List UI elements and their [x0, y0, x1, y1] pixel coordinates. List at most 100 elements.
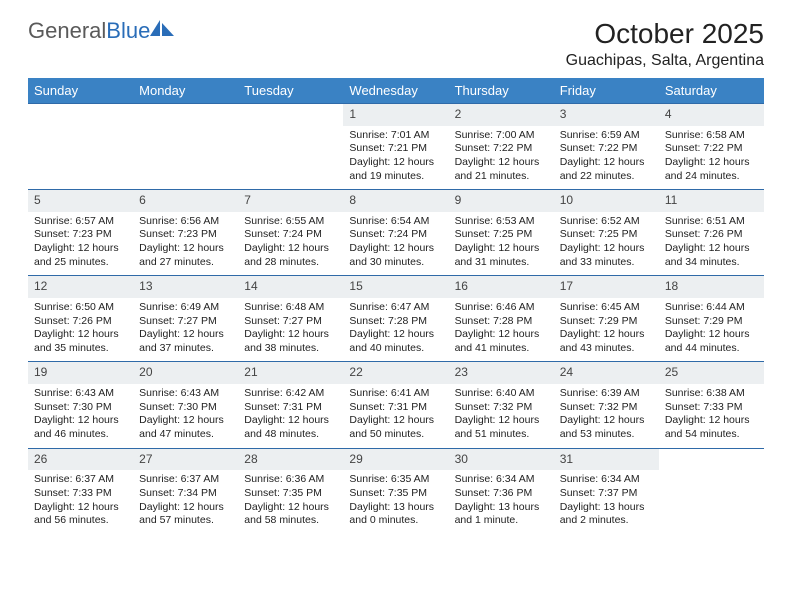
weekday-header: Sunday: [28, 78, 133, 104]
day-number-cell: 24: [554, 362, 659, 384]
weekday-header: Saturday: [659, 78, 764, 104]
sunset-line: Sunset: 7:24 PM: [244, 228, 337, 242]
weekday-header: Tuesday: [238, 78, 343, 104]
brand-part2: Blue: [106, 18, 150, 43]
day-number-cell: 12: [28, 276, 133, 298]
sunrise-line: Sunrise: 6:34 AM: [455, 473, 548, 487]
day-number-cell: 8: [343, 190, 448, 212]
day-number-cell: 6: [133, 190, 238, 212]
day-number-cell: 25: [659, 362, 764, 384]
daylight-line: Daylight: 13 hours and 2 minutes.: [560, 501, 653, 528]
sunrise-line: Sunrise: 7:01 AM: [349, 129, 442, 143]
day-number-cell: 9: [449, 190, 554, 212]
title-block: October 2025 Guachipas, Salta, Argentina: [566, 18, 764, 70]
day-info-cell: [238, 126, 343, 190]
day-number-cell: 18: [659, 276, 764, 298]
day-info-cell: Sunrise: 6:59 AMSunset: 7:22 PMDaylight:…: [554, 126, 659, 190]
sunrise-line: Sunrise: 6:44 AM: [665, 301, 758, 315]
daylight-line: Daylight: 12 hours and 44 minutes.: [665, 328, 758, 355]
day-info-cell: Sunrise: 6:36 AMSunset: 7:35 PMDaylight:…: [238, 470, 343, 534]
sunset-line: Sunset: 7:29 PM: [665, 315, 758, 329]
day-info-cell: Sunrise: 6:48 AMSunset: 7:27 PMDaylight:…: [238, 298, 343, 362]
day-info-cell: Sunrise: 6:55 AMSunset: 7:24 PMDaylight:…: [238, 212, 343, 276]
day-number-cell: 26: [28, 448, 133, 470]
day-number-cell: 31: [554, 448, 659, 470]
sunset-line: Sunset: 7:27 PM: [244, 315, 337, 329]
brand-part1: General: [28, 18, 106, 43]
day-info-cell: Sunrise: 6:57 AMSunset: 7:23 PMDaylight:…: [28, 212, 133, 276]
day-info-cell: [659, 470, 764, 534]
day-number-cell: 15: [343, 276, 448, 298]
sunset-line: Sunset: 7:22 PM: [455, 142, 548, 156]
daylight-line: Daylight: 12 hours and 34 minutes.: [665, 242, 758, 269]
daylight-line: Daylight: 13 hours and 1 minute.: [455, 501, 548, 528]
sunrise-line: Sunrise: 6:40 AM: [455, 387, 548, 401]
sunset-line: Sunset: 7:27 PM: [139, 315, 232, 329]
daylight-line: Daylight: 12 hours and 37 minutes.: [139, 328, 232, 355]
day-info-cell: Sunrise: 6:53 AMSunset: 7:25 PMDaylight:…: [449, 212, 554, 276]
daylight-line: Daylight: 12 hours and 48 minutes.: [244, 414, 337, 441]
day-info-cell: Sunrise: 6:44 AMSunset: 7:29 PMDaylight:…: [659, 298, 764, 362]
day-info-cell: Sunrise: 7:01 AMSunset: 7:21 PMDaylight:…: [343, 126, 448, 190]
sunset-line: Sunset: 7:21 PM: [349, 142, 442, 156]
day-number-cell: 4: [659, 104, 764, 126]
sunrise-line: Sunrise: 6:57 AM: [34, 215, 127, 229]
day-info-row: Sunrise: 6:43 AMSunset: 7:30 PMDaylight:…: [28, 384, 764, 448]
daylight-line: Daylight: 12 hours and 35 minutes.: [34, 328, 127, 355]
day-number-row: 12131415161718: [28, 276, 764, 298]
day-number-cell: 22: [343, 362, 448, 384]
daylight-line: Daylight: 12 hours and 28 minutes.: [244, 242, 337, 269]
sunset-line: Sunset: 7:30 PM: [34, 401, 127, 415]
sunset-line: Sunset: 7:30 PM: [139, 401, 232, 415]
day-number-cell: 3: [554, 104, 659, 126]
daylight-line: Daylight: 12 hours and 19 minutes.: [349, 156, 442, 183]
daylight-line: Daylight: 12 hours and 57 minutes.: [139, 501, 232, 528]
sunrise-line: Sunrise: 6:36 AM: [244, 473, 337, 487]
daylight-line: Daylight: 12 hours and 43 minutes.: [560, 328, 653, 355]
sunrise-line: Sunrise: 6:47 AM: [349, 301, 442, 315]
day-number-cell: 7: [238, 190, 343, 212]
day-number-cell: 23: [449, 362, 554, 384]
day-info-cell: Sunrise: 7:00 AMSunset: 7:22 PMDaylight:…: [449, 126, 554, 190]
day-info-cell: Sunrise: 6:52 AMSunset: 7:25 PMDaylight:…: [554, 212, 659, 276]
daylight-line: Daylight: 12 hours and 38 minutes.: [244, 328, 337, 355]
day-number-cell: 1: [343, 104, 448, 126]
sunrise-line: Sunrise: 7:00 AM: [455, 129, 548, 143]
day-info-cell: Sunrise: 6:35 AMSunset: 7:35 PMDaylight:…: [343, 470, 448, 534]
daylight-line: Daylight: 12 hours and 51 minutes.: [455, 414, 548, 441]
sunset-line: Sunset: 7:28 PM: [455, 315, 548, 329]
day-info-cell: Sunrise: 6:54 AMSunset: 7:24 PMDaylight:…: [343, 212, 448, 276]
day-info-cell: Sunrise: 6:50 AMSunset: 7:26 PMDaylight:…: [28, 298, 133, 362]
sunrise-line: Sunrise: 6:55 AM: [244, 215, 337, 229]
location-subtitle: Guachipas, Salta, Argentina: [566, 52, 764, 70]
day-info-cell: Sunrise: 6:49 AMSunset: 7:27 PMDaylight:…: [133, 298, 238, 362]
day-info-cell: Sunrise: 6:40 AMSunset: 7:32 PMDaylight:…: [449, 384, 554, 448]
sunrise-line: Sunrise: 6:50 AM: [34, 301, 127, 315]
sunrise-line: Sunrise: 6:37 AM: [34, 473, 127, 487]
day-info-cell: [133, 126, 238, 190]
day-number-row: 567891011: [28, 190, 764, 212]
sunset-line: Sunset: 7:24 PM: [349, 228, 442, 242]
sunset-line: Sunset: 7:22 PM: [665, 142, 758, 156]
day-number-cell: 2: [449, 104, 554, 126]
day-number-cell: [28, 104, 133, 126]
sunset-line: Sunset: 7:32 PM: [560, 401, 653, 415]
daylight-line: Daylight: 12 hours and 31 minutes.: [455, 242, 548, 269]
sunrise-line: Sunrise: 6:46 AM: [455, 301, 548, 315]
day-info-row: Sunrise: 6:57 AMSunset: 7:23 PMDaylight:…: [28, 212, 764, 276]
day-number-cell: [238, 104, 343, 126]
day-number-cell: 28: [238, 448, 343, 470]
day-number-cell: [133, 104, 238, 126]
sunset-line: Sunset: 7:26 PM: [665, 228, 758, 242]
sunset-line: Sunset: 7:34 PM: [139, 487, 232, 501]
calendar-table: Sunday Monday Tuesday Wednesday Thursday…: [28, 78, 764, 534]
sunset-line: Sunset: 7:25 PM: [455, 228, 548, 242]
daylight-line: Daylight: 12 hours and 24 minutes.: [665, 156, 758, 183]
daylight-line: Daylight: 12 hours and 30 minutes.: [349, 242, 442, 269]
sunrise-line: Sunrise: 6:42 AM: [244, 387, 337, 401]
day-number-cell: 10: [554, 190, 659, 212]
daylight-line: Daylight: 12 hours and 41 minutes.: [455, 328, 548, 355]
sunset-line: Sunset: 7:37 PM: [560, 487, 653, 501]
sunset-line: Sunset: 7:22 PM: [560, 142, 653, 156]
day-info-cell: Sunrise: 6:42 AMSunset: 7:31 PMDaylight:…: [238, 384, 343, 448]
